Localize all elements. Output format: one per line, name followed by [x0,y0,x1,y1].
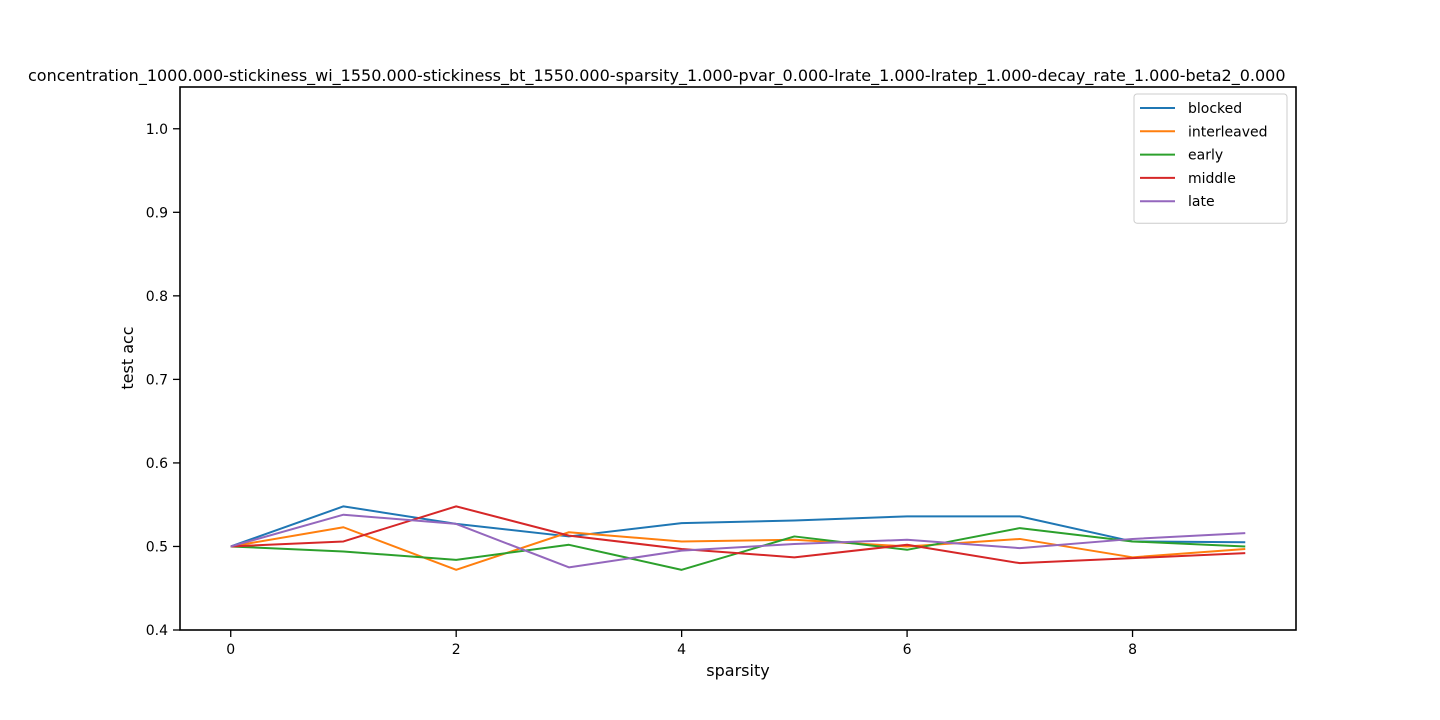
series-line-middle [230,505,1246,565]
legend-box [1133,93,1288,224]
series-line-early [230,527,1246,571]
series-line-late [230,513,1246,569]
legend-label-blocked: blocked [1188,101,1242,117]
y-axis: 0.4 0.5 0.6 0.7 0.8 0.9 1.0 [146,122,180,639]
series-line-interleaved [230,526,1246,571]
series-line-blocked [230,505,1246,548]
series-layer [230,505,1246,571]
legend-label-late: late [1188,194,1215,210]
x-axis-label: sparsity [706,661,769,680]
y-tick-label: 0.7 [146,372,168,388]
y-tick-label: 0.4 [146,623,168,639]
y-axis-label: test acc [118,326,137,389]
legend-label-middle: middle [1188,171,1236,187]
legend-label-early: early [1188,148,1223,164]
y-tick-label: 0.8 [146,289,168,305]
plot-frame [179,86,1297,631]
y-tick-label: 0.9 [146,205,168,221]
x-tick-label: 6 [903,642,912,658]
x-tick-label: 0 [226,642,235,658]
chart-title: concentration_1000.000-stickiness_wi_155… [28,66,1286,86]
x-tick-label: 2 [452,642,461,658]
y-tick-label: 0.5 [146,539,168,555]
x-axis: 0 2 4 6 8 [226,630,1137,658]
x-tick-label: 4 [677,642,686,658]
legend-label-interleaved: interleaved [1188,124,1268,140]
y-tick-label: 1.0 [146,122,168,138]
legend: blocked interleaved early middle late [1133,93,1288,224]
y-tick-label: 0.6 [146,456,168,472]
x-tick-label: 8 [1128,642,1137,658]
